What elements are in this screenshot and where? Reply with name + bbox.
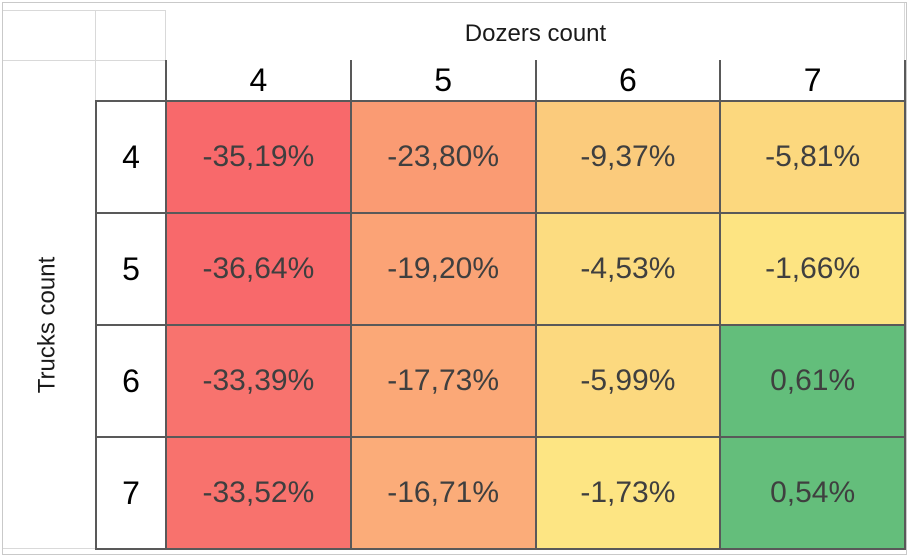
heatmap-cell: -23,80% <box>351 102 535 212</box>
heatmap-cell: -1,66% <box>721 214 904 324</box>
row-header-7: 7 <box>97 438 165 548</box>
heatmap-cell: -33,52% <box>167 438 350 548</box>
heatmap-cell: 0,54% <box>721 438 904 548</box>
gridline <box>3 10 165 11</box>
col-group-title: Dozers count <box>464 20 607 47</box>
row-group-title: Trucks count <box>33 256 61 394</box>
gridline <box>904 3 905 60</box>
row-header-5: 5 <box>97 214 165 324</box>
heatmap-cell: 0,61% <box>721 326 904 436</box>
heatmap-cell: -9,37% <box>536 102 720 212</box>
row-header-4: 4 <box>97 102 165 212</box>
heatmap-cell: -4,53% <box>536 214 720 324</box>
gridline <box>3 548 95 549</box>
col-header-7: 7 <box>719 60 906 100</box>
heatmap-cell: -5,99% <box>536 326 720 436</box>
heatmap-cell: -33,39% <box>167 326 350 436</box>
heatmap-cell: -1,73% <box>536 438 720 548</box>
gridline <box>3 60 165 61</box>
row-header-6: 6 <box>97 326 165 436</box>
heatmap-cell: -19,20% <box>351 214 535 324</box>
column-header-row: 4 5 6 7 <box>165 60 906 100</box>
heatmap-cell: -17,73% <box>351 326 535 436</box>
heatmap-cell: -36,64% <box>167 214 350 324</box>
gridline <box>95 10 96 100</box>
heatmap-cell: -5,81% <box>721 102 904 212</box>
heatmap-cell: -35,19% <box>167 102 350 212</box>
heatmap-cell: -16,71% <box>351 438 535 548</box>
col-header-6: 6 <box>534 60 720 100</box>
gridline <box>165 10 166 60</box>
col-header-5: 5 <box>349 60 535 100</box>
col-header-4: 4 <box>165 60 350 100</box>
heatmap-grid: 4 -35,19% -23,80% -9,37% -5,81% 5 -36,64… <box>95 100 906 550</box>
